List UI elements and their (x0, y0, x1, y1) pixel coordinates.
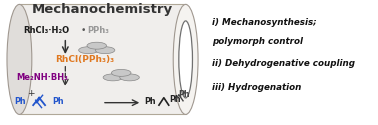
Text: Mechanochemistry: Mechanochemistry (31, 3, 173, 16)
Text: RhCl(PPh₃)₃: RhCl(PPh₃)₃ (55, 55, 114, 64)
Text: Ph: Ph (178, 90, 190, 99)
Text: •: • (81, 26, 86, 35)
Circle shape (120, 74, 139, 81)
Text: +: + (26, 89, 34, 98)
Text: ii) Dehydrogenative coupling: ii) Dehydrogenative coupling (212, 59, 355, 68)
Circle shape (95, 47, 115, 54)
Text: i) Mechanosynthesis;: i) Mechanosynthesis; (212, 18, 317, 28)
Text: RhCl₃·H₂O: RhCl₃·H₂O (23, 26, 70, 35)
Bar (19, 4, 186, 114)
Circle shape (112, 69, 131, 76)
Text: iii) Hydrogenation: iii) Hydrogenation (212, 83, 301, 92)
Text: Ph: Ph (52, 97, 64, 106)
Text: PPh₃: PPh₃ (87, 26, 109, 35)
Ellipse shape (173, 4, 198, 114)
Text: Me₂NH·BH₃: Me₂NH·BH₃ (16, 73, 68, 82)
Ellipse shape (7, 4, 32, 114)
Text: Ph: Ph (144, 97, 155, 106)
Text: Ph: Ph (15, 97, 26, 106)
Circle shape (103, 74, 123, 81)
Ellipse shape (179, 21, 192, 98)
Circle shape (79, 47, 98, 54)
Text: polymorph control: polymorph control (212, 37, 303, 46)
Circle shape (87, 42, 107, 49)
Text: Ph: Ph (169, 95, 181, 104)
